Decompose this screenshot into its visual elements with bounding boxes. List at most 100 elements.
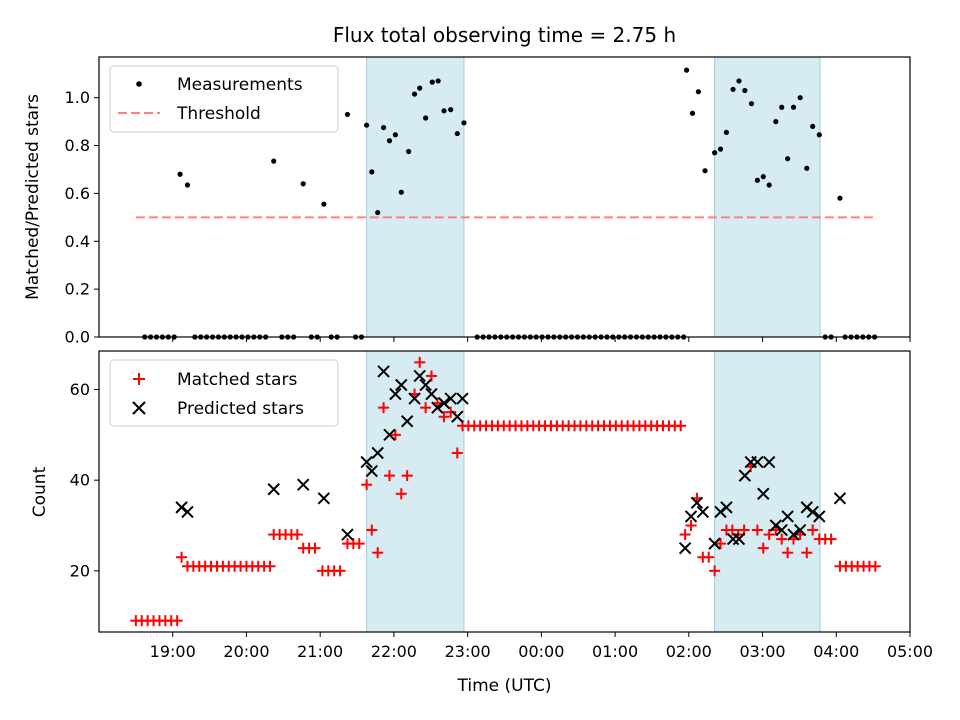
measurements-point [386, 138, 393, 144]
matched-stars-point [751, 524, 763, 536]
bottom-legend: Matched stars Predicted stars [109, 359, 339, 427]
measurements-point [411, 91, 418, 97]
x-tick-label: 22:00 [371, 642, 417, 661]
measurements-point [364, 122, 370, 128]
legend-measurements-marker [136, 81, 142, 87]
predicted-stars-point [400, 415, 414, 428]
matched-stars-point [763, 529, 775, 541]
x-tick-label: 05:00 [887, 642, 933, 661]
predicted-stars-point [395, 378, 408, 392]
matched-stars-point [353, 538, 365, 550]
predicted-stars-point [419, 378, 432, 392]
matched-stars-point [395, 488, 407, 500]
measurements-point [454, 130, 460, 137]
predicted-stars-point [360, 455, 373, 469]
predicted-stars-point [813, 510, 826, 523]
observing-window-top-0 [366, 56, 465, 338]
matched-stars-point [264, 560, 276, 572]
x-tick-label: 20:00 [223, 642, 269, 661]
legend-threshold-label: Threshold [176, 104, 261, 124]
measurements-point [837, 195, 843, 201]
measurements-point [810, 123, 816, 130]
measurements-point [406, 148, 412, 155]
measurements-point [300, 181, 306, 187]
predicted-stars-point [806, 505, 819, 519]
measurements-point [684, 67, 690, 73]
measurements-point [712, 150, 718, 156]
predicted-stars-point [738, 469, 752, 482]
legend-matched-label: Matched stars [177, 370, 297, 390]
matched-stars-point [869, 560, 881, 572]
matched-stars-point [176, 551, 188, 563]
measurements-point [754, 177, 760, 183]
top-y-axis-label: Matched/Predicted stars [23, 94, 43, 300]
matched-stars-point [334, 565, 346, 577]
matched-stars-point [426, 370, 438, 382]
measurements-point [785, 156, 791, 162]
matched-stars-point [445, 406, 457, 418]
matched-stars-point [757, 542, 769, 554]
x-tick-label: 19:00 [150, 642, 196, 661]
matched-stars-point [715, 538, 727, 550]
matched-stars-point [361, 479, 373, 491]
bottom-y-axis-label: Count [30, 466, 50, 517]
measurements-point [392, 132, 398, 138]
predicted-stars-point [720, 501, 733, 514]
y-tick-label: 0.2 [65, 280, 90, 299]
measurements-point [748, 101, 755, 107]
measurements-point [804, 165, 810, 171]
predicted-stars-point [793, 523, 807, 537]
predicted-stars-point [696, 505, 710, 519]
predicted-stars-point [684, 510, 698, 523]
measurements-point [417, 85, 423, 91]
matched-stars-point [389, 429, 401, 441]
top-axes: 0.0 0.2 0.4 0.6 0.8 1.0 Matched/Predicted sta… [23, 56, 911, 347]
y-tick-label: 0.6 [65, 184, 90, 203]
matched-stars-point [366, 524, 378, 536]
measurements-point [271, 158, 277, 164]
measurements-point [790, 104, 797, 110]
measurements-point [380, 124, 387, 131]
matched-stars-point [703, 551, 715, 563]
predicted-stars-point [787, 528, 800, 541]
measurements-point [766, 182, 772, 188]
matched-stars-point [726, 524, 738, 536]
measurements-point [742, 87, 748, 94]
y-tick-label: 20 [70, 561, 90, 580]
predicted-stars-point [451, 410, 464, 423]
matched-stars-point [420, 402, 432, 414]
predicted-stars-point [732, 532, 746, 546]
predicted-stars-point [751, 455, 764, 469]
predicted-stars-point [678, 541, 692, 555]
measurements-point [816, 132, 822, 138]
predicted-stars-point [383, 428, 396, 442]
measurements-point [344, 111, 351, 118]
measurements-point [423, 115, 429, 121]
predicted-stars-point [341, 528, 354, 541]
y-tick-label: 40 [70, 471, 90, 490]
predicted-stars-point [181, 505, 194, 519]
measurements-point [398, 189, 404, 195]
measurements-point [702, 168, 708, 174]
predicted-stars-point [425, 387, 438, 401]
chart-title: Flux total observing time = 2.75 h [333, 23, 676, 47]
measurements-point [797, 95, 803, 101]
measurements-point [736, 78, 742, 84]
measurements-point [760, 174, 766, 180]
matched-stars-point [378, 402, 390, 414]
predicted-stars-point [371, 446, 384, 460]
top-legend-box [109, 65, 339, 133]
predicted-stars-point [408, 392, 421, 405]
observing-window-bottom-1 [714, 350, 821, 633]
predicted-stars-point [389, 387, 402, 401]
matched-stars-point [807, 524, 819, 536]
measurements-point [429, 79, 435, 85]
matched-stars-point [782, 547, 794, 559]
measurements-point [730, 86, 736, 92]
y-tick-label: 0.0 [65, 328, 90, 347]
measurements-point [461, 120, 467, 126]
y-tick-label: 0.8 [65, 136, 90, 155]
x-tick-label: 04:00 [813, 642, 859, 661]
x-tick-label: 23:00 [445, 642, 491, 661]
